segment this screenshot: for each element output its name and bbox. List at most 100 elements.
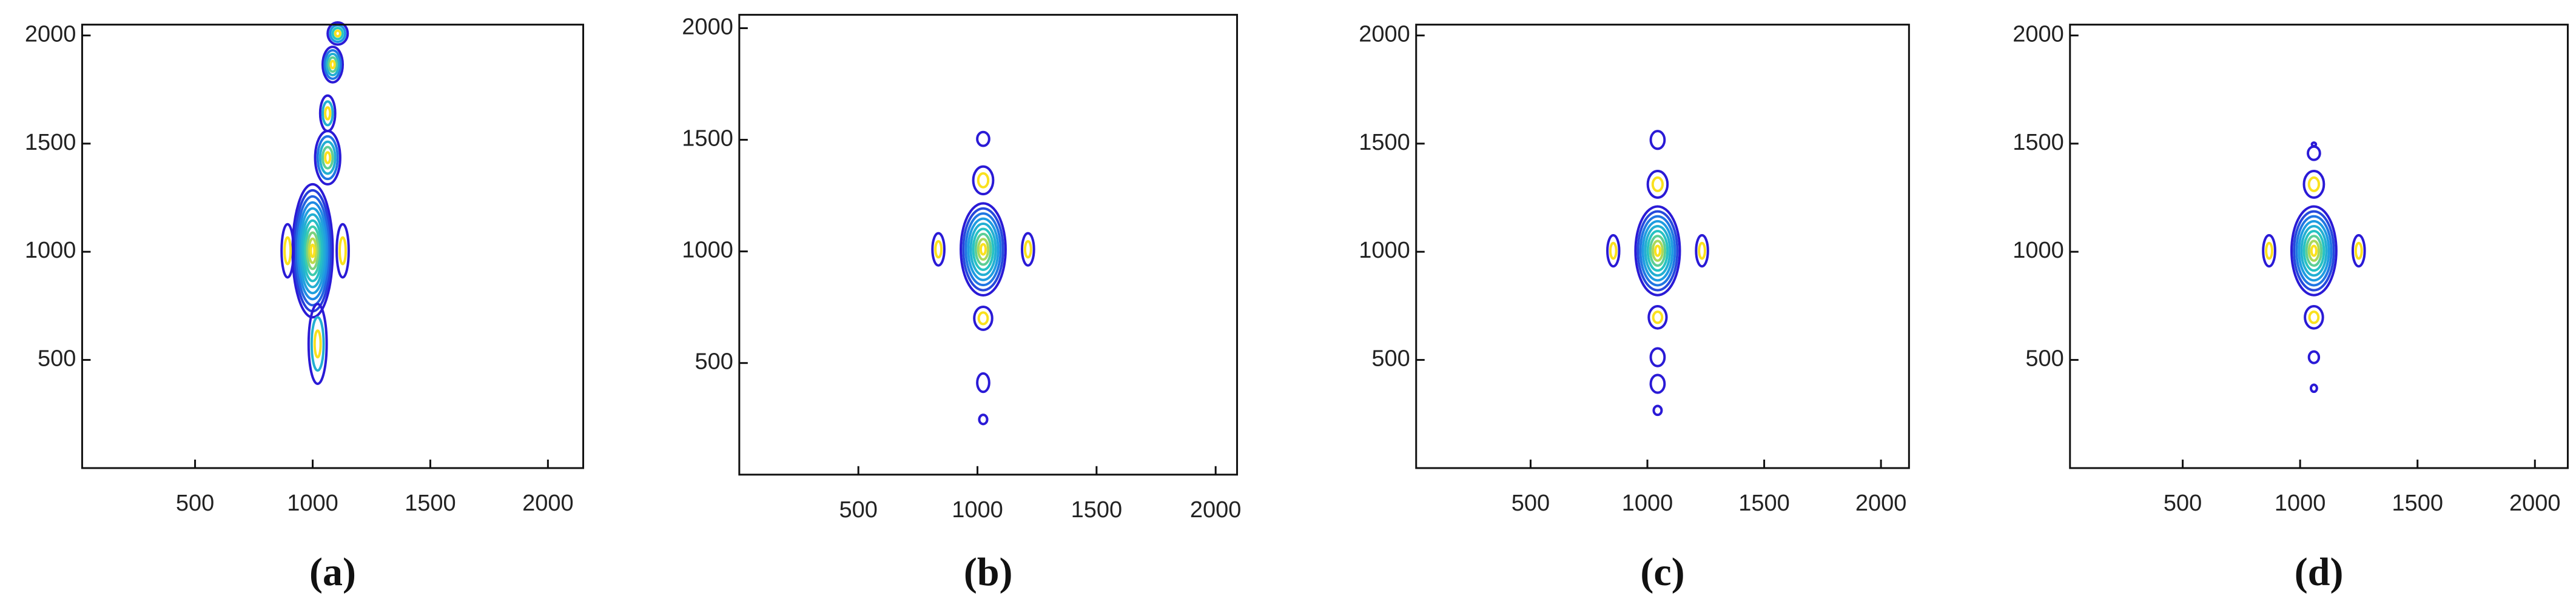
y-tick-label: 1000 <box>2013 238 2064 263</box>
contour-line <box>338 236 347 266</box>
contour-line <box>321 146 334 170</box>
y-tick-label: 1000 <box>682 238 733 263</box>
contour-line <box>964 212 1002 287</box>
contour-line <box>300 213 325 289</box>
contour-line <box>962 207 1004 292</box>
contour-line <box>934 240 943 259</box>
contour-line <box>1646 169 1669 199</box>
contour-line <box>2302 169 2325 199</box>
contour-line <box>1649 235 1667 267</box>
contour-line <box>969 223 997 277</box>
contour-line <box>318 94 337 133</box>
contour-line <box>302 219 323 283</box>
contour-line <box>335 223 350 279</box>
x-tick-label: 2000 <box>1190 497 1242 523</box>
contour-line <box>1606 233 1621 268</box>
contour-line <box>1649 374 1666 394</box>
x-tick-label: 500 <box>2164 491 2202 516</box>
contour-line <box>314 130 341 186</box>
contour-line <box>334 29 341 38</box>
contour-line <box>306 231 320 270</box>
contour-line <box>297 201 329 301</box>
x-tick-label: 1000 <box>952 497 1003 523</box>
contour-line <box>2298 220 2330 282</box>
contour-line <box>2302 230 2325 272</box>
x-tick-label: 1500 <box>1738 491 1790 516</box>
contour-line <box>960 202 1007 297</box>
x-tick-label: 500 <box>176 491 214 516</box>
x-tick-label: 1500 <box>2392 491 2443 516</box>
contour-line <box>2309 383 2318 394</box>
contour-line <box>1641 220 1674 282</box>
x-tick-label: 500 <box>839 497 877 523</box>
contour-line <box>309 243 316 258</box>
contour-line <box>327 56 338 73</box>
axes-box <box>1415 24 1910 469</box>
contour-line <box>1649 130 1666 150</box>
panel: 500 1000 1500 2000 500 1000 1500 2000 (c) <box>1359 21 1910 594</box>
contour-line <box>325 52 340 76</box>
x-tick-label: 1000 <box>287 491 338 516</box>
contour-line <box>972 227 995 271</box>
contour-line <box>331 27 345 41</box>
contour-line <box>2295 215 2333 287</box>
contour-line <box>298 207 327 295</box>
y-tick-label: 2000 <box>25 21 76 47</box>
y-tick-label: 2000 <box>1359 21 1410 47</box>
contour-line <box>280 223 295 279</box>
y-tick-label: 500 <box>38 346 76 372</box>
contour-line <box>329 59 336 70</box>
contour-line <box>1695 233 1709 268</box>
contour-line <box>2310 141 2318 148</box>
panel: 500 1000 1500 2000 500 1000 1500 2000 (b) <box>682 13 1242 594</box>
contour-line <box>1023 240 1032 259</box>
contour-line <box>283 236 292 266</box>
contour-line <box>2351 233 2366 268</box>
contour-line <box>1644 224 1672 277</box>
y-tick-label: 1000 <box>25 238 76 263</box>
contour-line <box>1646 230 1669 272</box>
contour-line <box>2310 244 2318 257</box>
y-tick-label: 2000 <box>682 14 733 39</box>
panel-caption: (a) <box>309 550 356 594</box>
contour-line <box>321 100 334 127</box>
panel: 500 1000 1500 2000 500 1000 1500 2000 (a) <box>25 21 585 594</box>
axes-box <box>2069 24 2569 469</box>
axes-box <box>738 13 1239 476</box>
contour-line <box>308 237 318 264</box>
contour-line <box>1651 176 1664 192</box>
contour-line <box>324 106 332 121</box>
y-tick-label: 2000 <box>2013 21 2064 47</box>
contour-line <box>2305 235 2323 267</box>
panel: 500 1000 1500 2000 500 1000 1500 2000 (d) <box>2013 21 2569 594</box>
contour-line <box>316 135 339 181</box>
contour-line <box>2262 233 2276 268</box>
contour-line <box>326 21 349 46</box>
contour-line <box>323 49 342 80</box>
contour-line <box>2304 305 2324 330</box>
y-tick-label: 1500 <box>682 126 733 152</box>
axes-box <box>81 24 585 469</box>
x-tick-label: 1500 <box>405 491 456 516</box>
contour-line <box>2354 241 2363 260</box>
contour-line <box>2307 145 2321 161</box>
contour-line <box>974 232 992 266</box>
contour-line <box>978 414 989 426</box>
contour-line <box>307 303 328 385</box>
contour-line <box>979 243 987 256</box>
contour-line <box>321 45 345 84</box>
contour-line <box>318 140 337 175</box>
contour-line <box>967 217 1000 281</box>
contour-line <box>931 232 946 267</box>
contour-line <box>2265 241 2273 260</box>
contour-line <box>1698 241 1706 260</box>
contour-line <box>1639 215 1676 287</box>
contour-line <box>1647 305 1668 330</box>
contour-line <box>977 172 990 189</box>
x-tick-label: 2000 <box>522 491 574 516</box>
contour-line <box>313 329 322 359</box>
y-tick-label: 500 <box>694 349 733 375</box>
contour-line <box>972 165 995 196</box>
contour-line <box>310 316 325 372</box>
